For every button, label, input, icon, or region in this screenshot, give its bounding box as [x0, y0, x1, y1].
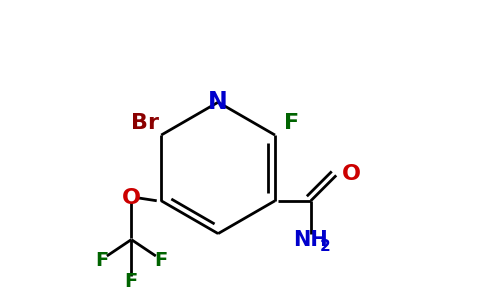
- Text: N: N: [208, 90, 228, 114]
- Text: O: O: [122, 188, 141, 208]
- Text: Br: Br: [131, 113, 159, 133]
- Text: F: F: [284, 113, 299, 133]
- Text: F: F: [95, 251, 108, 270]
- Text: F: F: [154, 251, 168, 270]
- Text: 2: 2: [320, 239, 331, 254]
- Text: NH: NH: [293, 230, 328, 250]
- Text: F: F: [125, 272, 138, 291]
- Text: O: O: [342, 164, 361, 184]
